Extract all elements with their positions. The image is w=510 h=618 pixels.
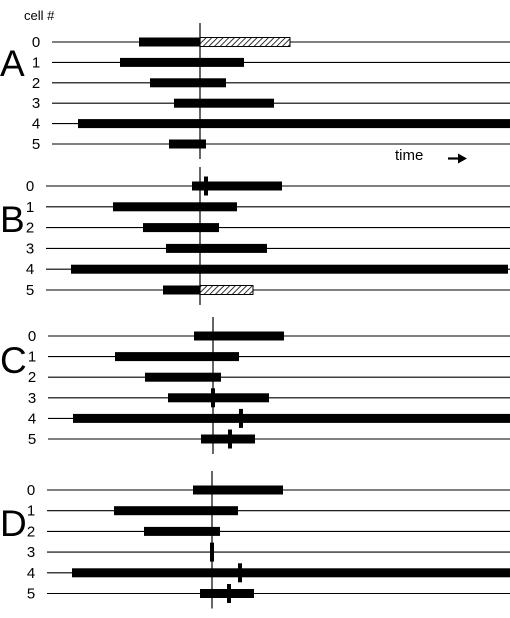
cell-number: 2 xyxy=(28,369,36,386)
activity-bar-hatched xyxy=(199,37,291,47)
spike-tick xyxy=(227,584,231,603)
cell-number: 5 xyxy=(27,586,35,603)
cell-row: 2 xyxy=(28,369,510,386)
panel-label: B xyxy=(0,199,25,240)
cell-number: 4 xyxy=(27,565,35,582)
cell-number: 1 xyxy=(26,199,34,216)
panel-label: D xyxy=(0,503,27,544)
cell-row: 4 xyxy=(26,261,510,278)
cell-number: 2 xyxy=(26,220,34,237)
cell-row: 1 xyxy=(26,199,510,216)
activity-bar xyxy=(169,139,206,149)
spike-tick xyxy=(238,563,242,583)
activity-bar xyxy=(193,485,283,495)
cell-number: 3 xyxy=(32,95,40,112)
cell-row: 3 xyxy=(26,240,510,257)
cell-row: 5 xyxy=(28,429,510,449)
cell-number-header: cell # xyxy=(24,8,55,23)
cell-row: 1 xyxy=(27,503,510,520)
cell-number: 0 xyxy=(28,328,36,345)
cell-row: 2 xyxy=(26,220,510,237)
spike-tick xyxy=(228,429,232,449)
activity-bar xyxy=(73,413,510,423)
activity-bar xyxy=(166,243,267,253)
activity-bar xyxy=(113,202,237,212)
cell-row: 1 xyxy=(28,349,510,366)
activity-bar xyxy=(71,264,508,274)
activity-bar xyxy=(150,78,226,88)
cell-number: 0 xyxy=(26,178,34,195)
cell-row: 5 xyxy=(32,136,510,153)
panel-label: C xyxy=(0,340,27,381)
activity-bar xyxy=(72,568,510,578)
cell-row: 3 xyxy=(27,542,510,562)
cell-number: 1 xyxy=(32,54,40,71)
panel-label: A xyxy=(0,43,25,84)
activity-bar xyxy=(120,57,244,67)
cell-number: 2 xyxy=(27,523,35,540)
activity-bar xyxy=(194,331,284,341)
cell-row: 5 xyxy=(26,282,510,299)
time-axis-label: time xyxy=(395,147,423,164)
cell-row: 5 xyxy=(27,584,510,603)
cell-row: 2 xyxy=(27,523,510,540)
cell-number: 3 xyxy=(28,390,36,407)
activity-bar xyxy=(145,372,221,382)
activity-bar xyxy=(139,37,200,47)
activity-bar xyxy=(78,119,510,129)
cell-row: 3 xyxy=(32,95,510,112)
cell-row: 4 xyxy=(28,408,510,428)
activity-bar xyxy=(143,223,219,233)
activity-bar xyxy=(163,285,200,295)
cell-number: 5 xyxy=(26,282,34,299)
time-arrow-icon xyxy=(448,153,467,164)
panel-a: A0 1 2 3 4 5 xyxy=(0,23,510,159)
cell-row: 0 xyxy=(28,328,510,345)
cell-number: 3 xyxy=(26,240,34,257)
cell-number: 0 xyxy=(27,482,35,499)
cell-row: 3 xyxy=(28,388,510,408)
cell-number: 4 xyxy=(28,410,36,427)
cell-number: 5 xyxy=(28,431,36,448)
cell-row: 0 xyxy=(27,482,510,499)
cell-number: 5 xyxy=(32,136,40,153)
cell-number: 2 xyxy=(32,75,40,92)
cell-row: 2 xyxy=(32,75,510,92)
cell-number: 4 xyxy=(26,261,34,278)
cell-number: 4 xyxy=(32,116,40,133)
activity-bar xyxy=(114,506,238,516)
activity-bar xyxy=(192,181,282,191)
cell-row: 4 xyxy=(27,563,510,583)
activity-bar xyxy=(168,393,269,403)
cell-row: 0 xyxy=(26,176,510,196)
cell-row: 1 xyxy=(32,54,510,71)
cell-number: 0 xyxy=(32,34,40,51)
activity-bar xyxy=(174,98,274,108)
activity-bar xyxy=(115,352,239,362)
activity-bar-hatched xyxy=(199,285,254,295)
spike-tick xyxy=(239,408,243,428)
activity-bar xyxy=(144,526,220,536)
cell-number: 1 xyxy=(27,503,35,520)
cell-row: 4 xyxy=(32,116,510,133)
panel-c: C0 1 2 3 4 5 xyxy=(0,317,510,454)
panel-d: D0 1 2 3 4 5 xyxy=(0,471,510,609)
cell-number: 1 xyxy=(28,349,36,366)
spike-tick xyxy=(204,176,208,196)
cell-number: 3 xyxy=(27,544,35,561)
panel-b: B0 1 2 3 4 5 xyxy=(0,167,510,305)
cell-row: 0 xyxy=(32,34,510,51)
